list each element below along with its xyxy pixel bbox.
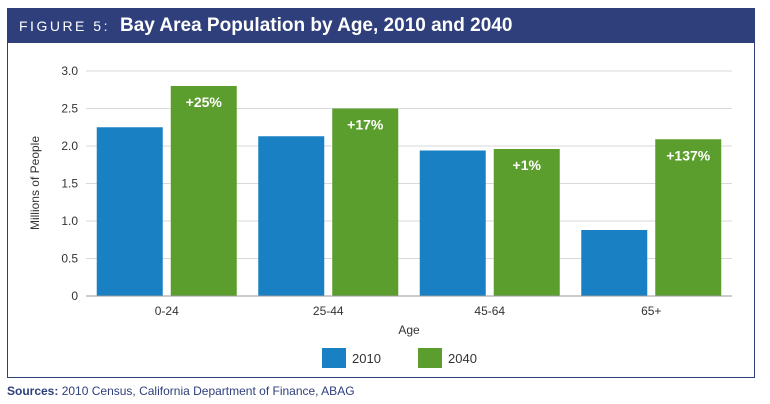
bar-2010-25-44 <box>258 136 325 296</box>
y-tick-label: 0.5 <box>61 252 78 266</box>
bar-2040-0-24 <box>170 86 237 296</box>
sources-text: 2010 Census, California Department of Fi… <box>61 384 355 398</box>
legend-swatch <box>322 348 346 368</box>
y-axis-ticks: 0 0.5 1.0 1.5 2.0 2.5 3.0 <box>61 64 78 303</box>
sources-note: Sources: 2010 Census, California Departm… <box>7 384 355 398</box>
y-tick-label: 1.0 <box>61 214 78 228</box>
x-axis-ticks: 0-24 25-44 45-64 65+ <box>155 304 662 318</box>
bar-chart: +25% +17% +1% +137% 0 0.5 1.0 1.5 2.0 2.5 3.0 0-2… <box>28 64 732 368</box>
bar-annotation: +137% <box>666 147 711 163</box>
y-tick-label: 1.5 <box>61 177 78 191</box>
figure-header: FIGURE 5: Bay Area Population by Age, 20… <box>8 9 754 43</box>
bar-2010-0-24 <box>96 127 163 296</box>
bar-annotation: +1% <box>513 157 542 173</box>
legend: 2010 2040 <box>322 348 477 368</box>
y-tick-label: 0 <box>71 289 78 303</box>
bar-2010-45-64 <box>419 150 486 296</box>
bar-2010-65+ <box>581 230 648 296</box>
bar-annotation: +17% <box>347 117 384 133</box>
figure-label: FIGURE 5: <box>19 18 110 34</box>
bar-2040-25-44 <box>332 108 399 296</box>
bar-annotations: +25% +17% +1% +137% <box>186 94 711 173</box>
figure-title: Bay Area Population by Age, 2010 and 204… <box>119 15 513 36</box>
legend-label: 2010 <box>352 351 381 366</box>
y-axis-label: Millions of People <box>28 136 42 230</box>
bar-annotation: +25% <box>186 94 223 110</box>
legend-swatch <box>418 348 442 368</box>
x-tick-label: 25-44 <box>313 304 344 318</box>
x-tick-label: 0-24 <box>155 304 179 318</box>
y-tick-label: 2.0 <box>61 139 78 153</box>
legend-label: 2040 <box>448 351 477 366</box>
x-axis-label: Age <box>398 323 420 337</box>
bar-2040-65+ <box>655 139 722 296</box>
y-tick-label: 3.0 <box>61 64 78 78</box>
bar-2040-45-64 <box>493 149 560 296</box>
x-tick-label: 65+ <box>641 304 661 318</box>
y-tick-label: 2.5 <box>61 102 78 116</box>
bars <box>96 86 722 296</box>
sources-label: Sources: <box>7 384 59 398</box>
x-tick-label: 45-64 <box>474 304 505 318</box>
